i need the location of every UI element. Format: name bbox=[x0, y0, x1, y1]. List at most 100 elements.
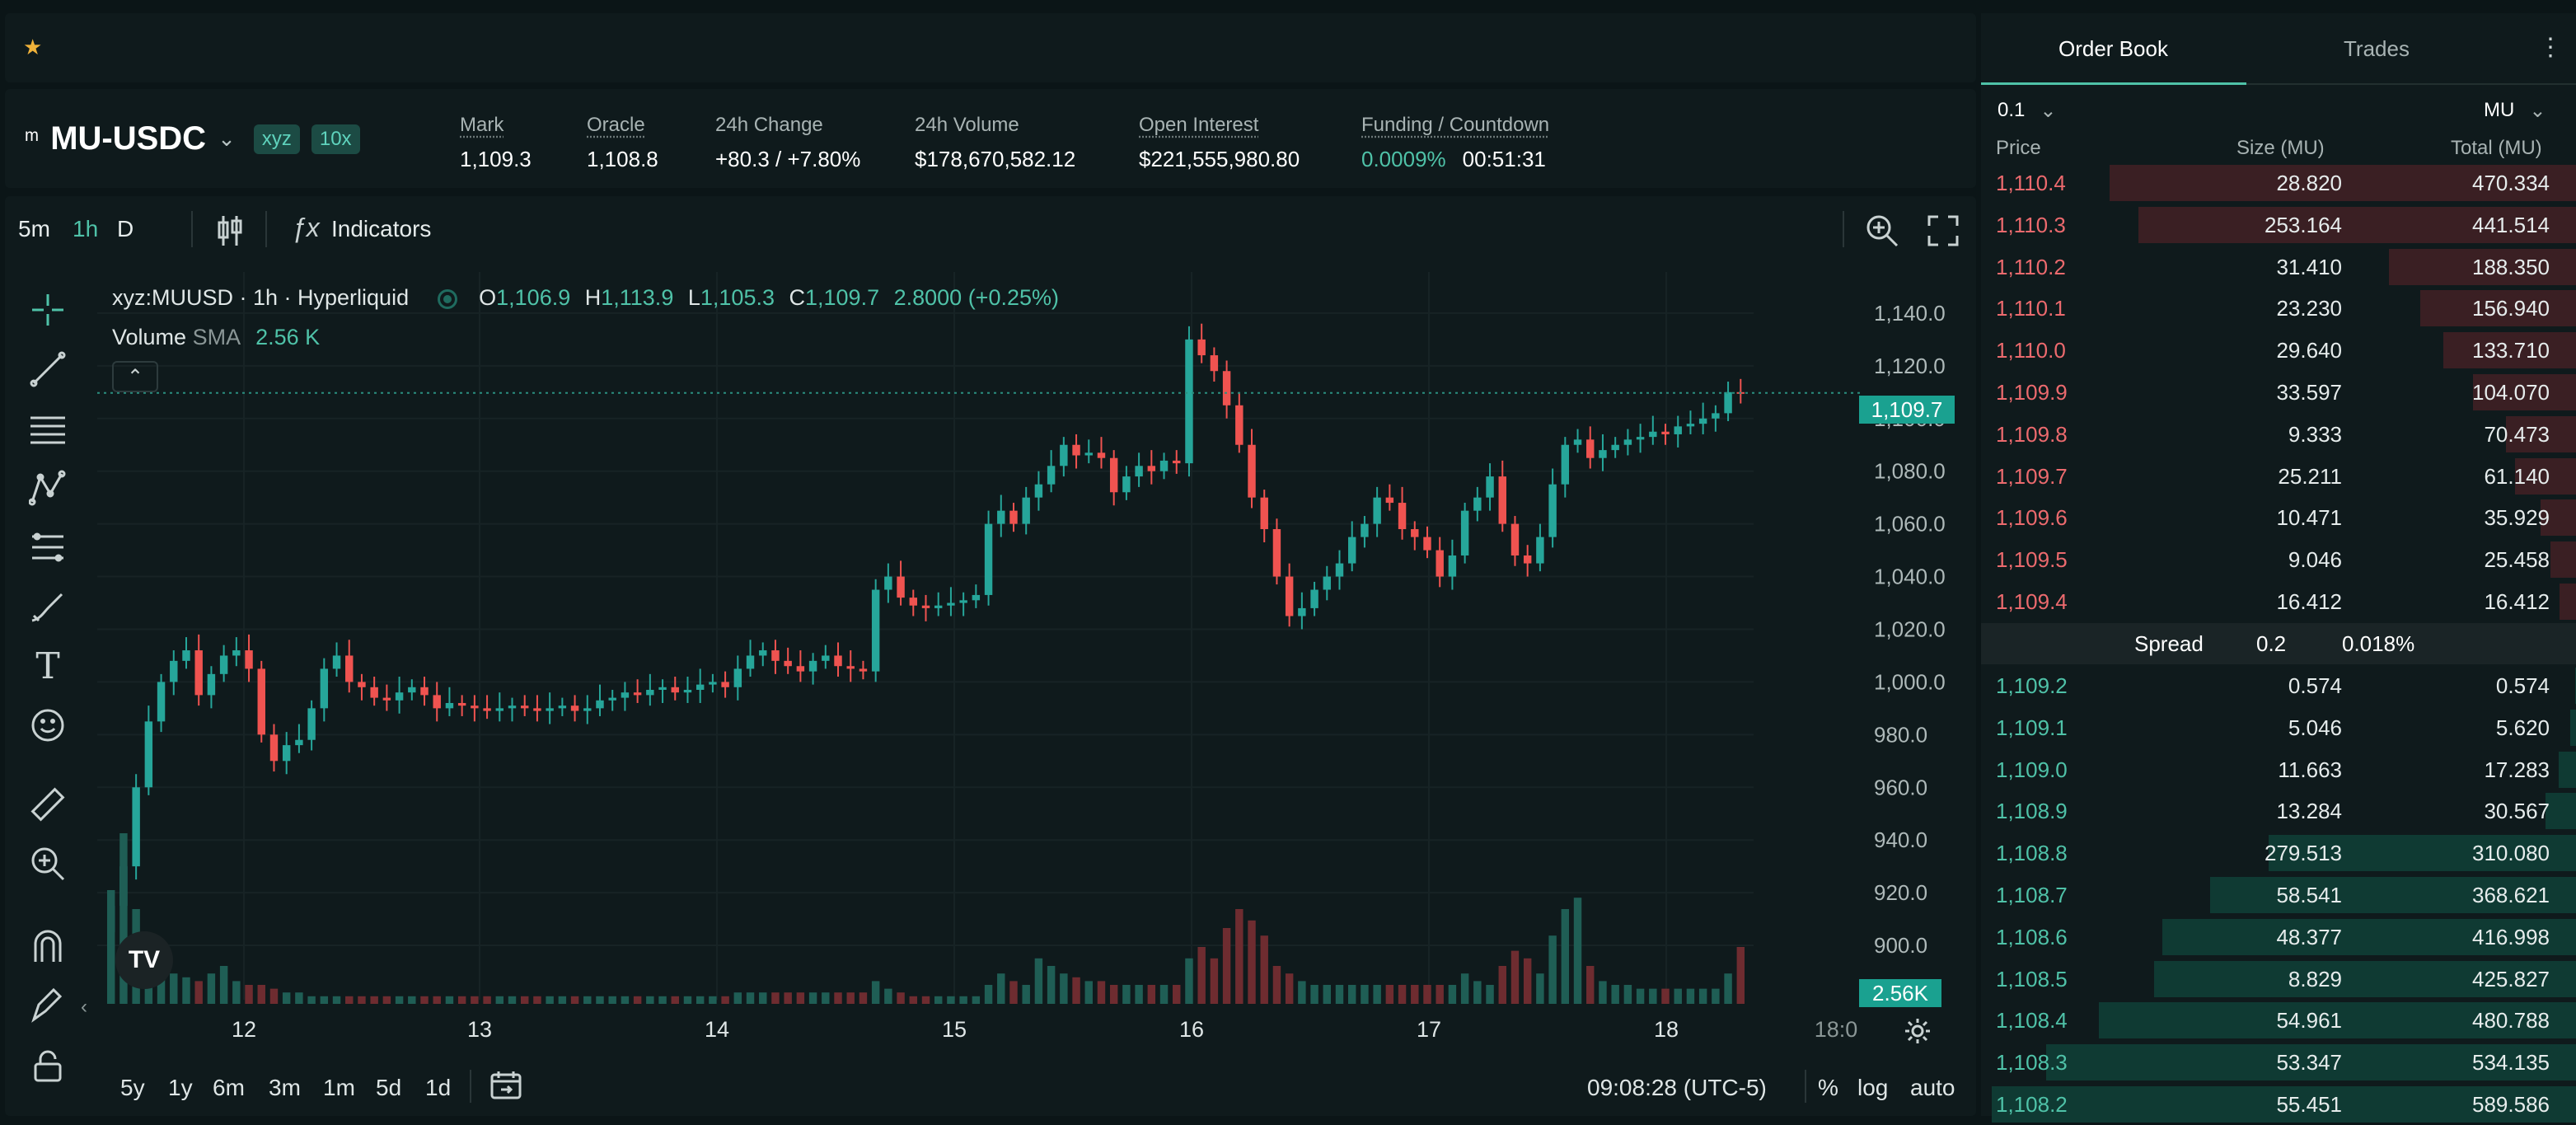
bid-row[interactable]: 1,108.5 8.829 425.827 bbox=[1981, 959, 2576, 1000]
bid-row[interactable]: 1,108.2 55.451 589.586 bbox=[1981, 1084, 2576, 1125]
ask-row[interactable]: 1,109.9 33.597 104.070 bbox=[1981, 372, 2576, 413]
bid-row[interactable]: 1,109.2 0.574 0.574 bbox=[1981, 665, 2576, 706]
ask-row[interactable]: 1,109.7 25.211 61.140 bbox=[1981, 456, 2576, 497]
interval-1h[interactable]: 1h bbox=[73, 216, 99, 241]
range-5y[interactable]: 5y bbox=[120, 1075, 145, 1100]
goto-date-icon[interactable] bbox=[489, 1070, 522, 1105]
collapse-toolbar-icon[interactable]: ‹ bbox=[81, 996, 87, 1018]
candle-body bbox=[1185, 339, 1193, 464]
volume-bar bbox=[119, 833, 128, 1004]
interval-d[interactable]: D bbox=[117, 216, 134, 241]
market-symbol: MU-USDC bbox=[50, 120, 207, 157]
chevron-down-icon[interactable]: ⌄ bbox=[218, 126, 236, 151]
candle-body bbox=[1523, 555, 1532, 564]
spread-label: Spread bbox=[2134, 631, 2204, 656]
bid-row[interactable]: 1,109.0 11.663 17.283 bbox=[1981, 749, 2576, 790]
ask-row[interactable]: 1,110.2 31.410 188.350 bbox=[1981, 246, 2576, 288]
fullscreen-icon[interactable] bbox=[1927, 214, 1960, 251]
ask-size: 33.597 bbox=[2276, 380, 2342, 405]
edit-lock-icon[interactable] bbox=[26, 984, 69, 1027]
bid-row[interactable]: 1,108.3 53.347 534.135 bbox=[1981, 1042, 2576, 1083]
percent-scale-toggle[interactable]: % bbox=[1818, 1075, 1838, 1100]
star-icon[interactable]: ★ bbox=[23, 35, 43, 59]
bid-row[interactable]: 1,109.1 5.046 5.620 bbox=[1981, 707, 2576, 748]
ask-row[interactable]: 1,109.4 16.412 16.412 bbox=[1981, 581, 2576, 622]
ohlc-open: 1,106.9 bbox=[496, 285, 571, 310]
candlestick-chart[interactable]: 900.0 920.0 940.0 960.0 980.0 1,000.0 1,020.0 1… bbox=[97, 272, 1968, 1047]
tick-size-select[interactable]: 0.1 ⌄ bbox=[1998, 99, 2056, 123]
horizontal-lines-icon[interactable] bbox=[26, 407, 69, 450]
magnet-icon[interactable] bbox=[26, 925, 69, 968]
ask-row[interactable]: 1,110.0 29.640 133.710 bbox=[1981, 330, 2576, 371]
candle-body bbox=[1448, 555, 1457, 577]
tab-trades[interactable]: Trades bbox=[2344, 36, 2410, 61]
ask-row[interactable]: 1,109.5 9.046 25.458 bbox=[1981, 539, 2576, 580]
ruler-icon[interactable] bbox=[26, 783, 69, 826]
volume-bar bbox=[721, 996, 729, 1004]
auto-scale-toggle[interactable]: auto bbox=[1910, 1075, 1955, 1100]
range-1d[interactable]: 1d bbox=[425, 1075, 452, 1100]
ask-depth-bar bbox=[2550, 541, 2576, 579]
volume-bar bbox=[808, 992, 817, 1004]
ask-price: 1,109.5 bbox=[1996, 547, 2068, 573]
crosshair-icon[interactable] bbox=[26, 288, 69, 331]
brush-icon[interactable] bbox=[26, 585, 69, 628]
range-1m[interactable]: 1m bbox=[323, 1075, 355, 1100]
bid-row[interactable]: 1,108.9 13.284 30.567 bbox=[1981, 790, 2576, 832]
range-1y[interactable]: 1y bbox=[168, 1075, 193, 1100]
candle-body bbox=[897, 576, 905, 598]
text-tool-icon[interactable]: T bbox=[35, 645, 60, 687]
more-options-icon[interactable]: ⋮ bbox=[2538, 34, 2563, 61]
bid-row[interactable]: 1,108.6 48.377 416.998 bbox=[1981, 916, 2576, 958]
ask-depth-bar bbox=[2515, 457, 2576, 495]
ask-row[interactable]: 1,110.1 23.230 156.940 bbox=[1981, 288, 2576, 329]
range-3m[interactable]: 3m bbox=[269, 1075, 301, 1100]
candle-body bbox=[784, 660, 792, 667]
bid-row[interactable]: 1,108.8 279.513 310.080 bbox=[1981, 832, 2576, 874]
pattern-tool-icon[interactable] bbox=[26, 466, 69, 509]
ask-price: 1,109.7 bbox=[1996, 463, 2068, 489]
ask-row[interactable]: 1,110.4 28.820 470.334 bbox=[1981, 162, 2576, 204]
market-selector[interactable]: ᵐ MU-USDC ⌄ xyz 10x bbox=[25, 120, 360, 157]
bid-row[interactable]: 1,108.4 54.961 480.788 bbox=[1981, 1000, 2576, 1041]
zoom-in-icon[interactable] bbox=[26, 842, 69, 885]
stat-value: $178,670,582.12 bbox=[915, 147, 1076, 171]
candle-body bbox=[1197, 339, 1206, 356]
trend-line-icon[interactable] bbox=[26, 348, 69, 391]
indicators-button[interactable]: Indicators bbox=[331, 216, 432, 241]
range-6m[interactable]: 6m bbox=[213, 1075, 245, 1100]
ask-row[interactable]: 1,110.3 253.164 441.514 bbox=[1981, 204, 2576, 246]
volume-bar bbox=[1147, 985, 1156, 1004]
fib-tool-icon[interactable] bbox=[26, 526, 69, 569]
tick-size-value: 0.1 bbox=[1998, 99, 2026, 121]
bid-row[interactable]: 1,108.7 58.541 368.621 bbox=[1981, 874, 2576, 916]
candle-body bbox=[1147, 466, 1156, 471]
divider bbox=[265, 211, 267, 247]
zoom-magnifier-icon[interactable] bbox=[1864, 213, 1900, 253]
indicators-icon[interactable]: ƒx bbox=[292, 213, 320, 242]
candle-body bbox=[696, 684, 705, 690]
candle-body bbox=[1348, 537, 1356, 564]
collapse-legend-button[interactable]: ⌃ bbox=[112, 361, 158, 392]
ask-row[interactable]: 1,109.8 9.333 70.473 bbox=[1981, 414, 2576, 455]
volume-bar bbox=[1272, 966, 1281, 1004]
header-total: Total (MU) bbox=[2451, 137, 2542, 159]
candle-body bbox=[834, 655, 842, 667]
volume-bar bbox=[759, 992, 767, 1004]
settings-gear-icon[interactable] bbox=[1904, 1017, 1932, 1049]
volume-bar bbox=[921, 996, 930, 1004]
emoji-icon[interactable] bbox=[26, 704, 69, 747]
range-5d[interactable]: 5d bbox=[376, 1075, 402, 1100]
spread-row: Spread 0.2 0.018% bbox=[1981, 623, 2576, 664]
log-scale-toggle[interactable]: log bbox=[1857, 1075, 1889, 1100]
ask-row[interactable]: 1,109.6 10.471 35.929 bbox=[1981, 497, 2576, 538]
tradingview-logo[interactable]: TV bbox=[115, 931, 173, 989]
ask-depth-bar bbox=[2138, 206, 2576, 243]
tab-order-book[interactable]: Order Book bbox=[2058, 36, 2168, 61]
interval-5m[interactable]: 5m bbox=[18, 216, 50, 241]
candle-type-icon[interactable] bbox=[216, 214, 244, 251]
lock-icon[interactable] bbox=[26, 1043, 69, 1086]
unit-select[interactable]: MU ⌄ bbox=[2484, 99, 2546, 123]
stat-oracle: Oracle 1,108.8 bbox=[587, 114, 658, 172]
bid-price: 1,108.9 bbox=[1996, 799, 2068, 824]
